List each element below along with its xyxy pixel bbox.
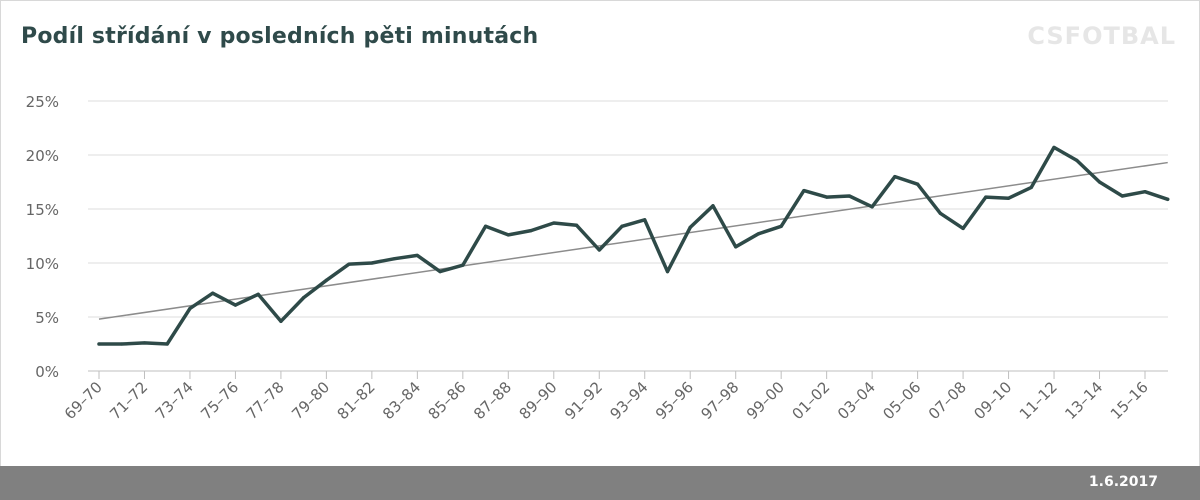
data-point — [870, 205, 874, 209]
x-tick-label: 91–92 — [561, 378, 606, 423]
data-point — [211, 291, 215, 295]
data-point — [256, 292, 260, 296]
data-point — [461, 263, 465, 267]
data-point — [597, 248, 601, 252]
data-point — [552, 221, 556, 225]
data-point — [302, 295, 306, 300]
x-tick-label: 13–14 — [1061, 378, 1106, 423]
chart-title: Podíl střídání v posledních pěti minutác… — [21, 24, 539, 49]
data-point — [1120, 194, 1124, 198]
x-tick-label: 71–72 — [106, 378, 151, 423]
data-point — [756, 232, 761, 236]
x-tick-label: 73–74 — [152, 378, 197, 423]
data-point — [1097, 180, 1102, 184]
line-chart: 0% 5% 10% 15% 20% 25% 69–70 71–72 73–74 75–76 77–… — [26, 93, 1170, 423]
data-point — [233, 303, 238, 307]
data-point — [847, 194, 851, 198]
y-tick-label: 20% — [26, 147, 59, 165]
x-tick-label: 09–10 — [970, 378, 1015, 423]
data-point — [483, 224, 488, 228]
data-point — [574, 223, 579, 227]
data-point — [779, 224, 783, 228]
data-point — [961, 226, 965, 231]
data-point — [893, 175, 897, 179]
y-tick-label: 25% — [26, 93, 59, 111]
y-axis-tick-labels: 0% 5% 10% 15% 20% 25% — [26, 93, 59, 381]
series-group — [97, 145, 1170, 346]
gridlines — [88, 100, 1168, 318]
trendline-group — [98, 161, 1168, 320]
data-point — [938, 211, 942, 215]
x-tick-label: 87–88 — [470, 378, 515, 423]
data-point — [665, 270, 670, 274]
x-tick-label: 97–98 — [697, 378, 742, 423]
data-point — [1075, 158, 1079, 162]
x-tick-label: 77–78 — [243, 378, 288, 423]
data-point — [1166, 197, 1170, 201]
x-tick-label: 79–80 — [288, 378, 333, 423]
x-tick-label: 01–02 — [788, 378, 833, 423]
data-point — [506, 233, 510, 237]
data-point — [1052, 145, 1056, 150]
data-point — [1029, 185, 1033, 189]
x-tick-label: 85–86 — [425, 378, 470, 423]
x-tick-label: 05–06 — [879, 378, 924, 423]
y-tick-label: 0% — [35, 363, 59, 381]
footer-date: 1.6.2017 — [1088, 474, 1158, 490]
x-tick-label: 11–12 — [1016, 378, 1061, 423]
y-tick-label: 5% — [35, 309, 59, 327]
data-point — [643, 218, 647, 222]
x-tick-label: 81–82 — [334, 378, 379, 423]
data-point — [711, 204, 715, 208]
y-tick-label: 10% — [26, 255, 59, 273]
data-point — [688, 225, 692, 229]
data-point — [802, 189, 806, 193]
brand-logo: CSFOTBAL — [1027, 22, 1176, 50]
x-tick-label: 69–70 — [61, 378, 106, 423]
trendline — [98, 161, 1168, 320]
data-point — [984, 195, 988, 199]
data-point — [370, 261, 374, 265]
y-tick-label: 15% — [26, 201, 59, 219]
data-point — [529, 229, 533, 233]
data-point — [1143, 190, 1147, 194]
data-point — [415, 253, 419, 258]
data-point — [438, 270, 442, 274]
data-point — [165, 342, 169, 346]
data-point — [188, 306, 192, 310]
data-point — [97, 342, 101, 346]
data-point — [347, 262, 351, 266]
data-point — [142, 341, 147, 345]
x-tick-label: 07–08 — [925, 378, 970, 423]
data-point — [620, 224, 624, 228]
x-tick-label: 03–04 — [834, 378, 879, 423]
x-tick-label: 89–90 — [516, 378, 561, 423]
x-tick-label: 99–00 — [743, 378, 788, 423]
x-tick-label: 15–16 — [1107, 378, 1152, 423]
data-point — [324, 278, 328, 282]
data-point — [120, 342, 124, 346]
data-point — [916, 182, 920, 186]
data-point — [825, 195, 829, 199]
x-tick-label: 93–94 — [607, 378, 652, 423]
data-point — [393, 257, 397, 261]
x-tick-label: 83–84 — [379, 378, 424, 423]
data-point — [1006, 196, 1011, 200]
x-axis: 69–70 71–72 73–74 75–76 77–78 79–80 81–82 83–84… — [61, 370, 1168, 423]
data-point — [279, 319, 283, 323]
x-tick-label: 95–96 — [652, 378, 697, 423]
data-point — [734, 245, 738, 249]
footer-bar: 1.6.2017 — [0, 466, 1200, 500]
series-line — [97, 145, 1170, 346]
x-tick-label: 75–76 — [197, 378, 242, 423]
